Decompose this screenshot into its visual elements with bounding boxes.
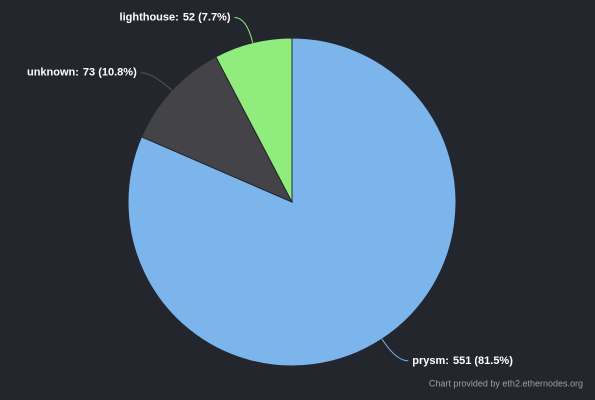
pie-slice [140, 56, 294, 204]
label-name: unknown: [27, 67, 79, 79]
credit: Chart provided by eth2.ethernodes.org [429, 378, 583, 388]
label-value: 73 (10.8%) [83, 67, 137, 79]
connector [234, 17, 254, 43]
label-value: 52 (7.7%) [183, 11, 231, 23]
data-label: lighthouse: 52 (7.7%) [120, 11, 231, 23]
label-name: lighthouse: [120, 11, 179, 23]
label-name: prysm: [412, 355, 449, 367]
label-value: 551 (81.5%) [453, 355, 513, 367]
data-label: unknown: 73 (10.8%) [27, 67, 137, 79]
data-label: prysm: 551 (81.5%) [412, 355, 513, 367]
connector [140, 72, 173, 91]
connector [381, 338, 409, 362]
